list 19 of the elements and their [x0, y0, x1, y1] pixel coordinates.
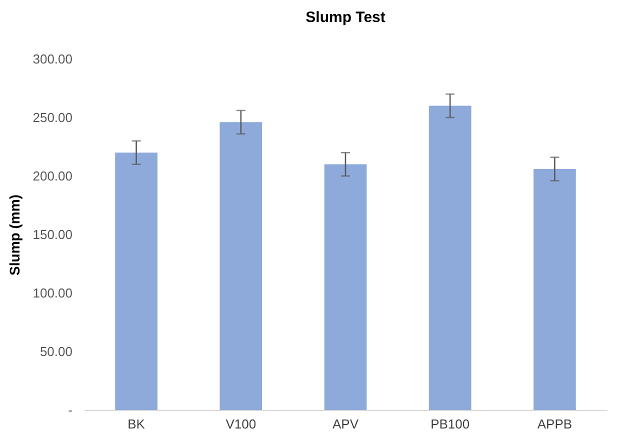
bar — [428, 106, 472, 410]
bar — [115, 152, 158, 410]
y-tick-label: 100.00 — [32, 286, 72, 300]
x-tick-label: PB100 — [430, 416, 470, 432]
y-tick-label: 250.00 — [32, 110, 72, 125]
x-tick-label: APV — [332, 416, 359, 432]
x-tick-label: V100 — [226, 416, 256, 432]
bar — [220, 122, 262, 410]
x-tick-label: BK — [128, 416, 146, 432]
y-tick-label: 150.00 — [32, 227, 72, 242]
bar — [534, 168, 576, 410]
y-tick-label: 50.00 — [40, 344, 72, 359]
y-tick-label: - — [68, 402, 72, 418]
y-tick-label: 300.00 — [32, 52, 72, 66]
x-tick-label: APPB — [537, 416, 572, 432]
chart-title: Slump Test — [306, 9, 386, 26]
y-tick-label: 200.00 — [32, 168, 72, 184]
y-axis-title: Slump (mm) — [6, 194, 23, 276]
bar — [324, 164, 367, 410]
